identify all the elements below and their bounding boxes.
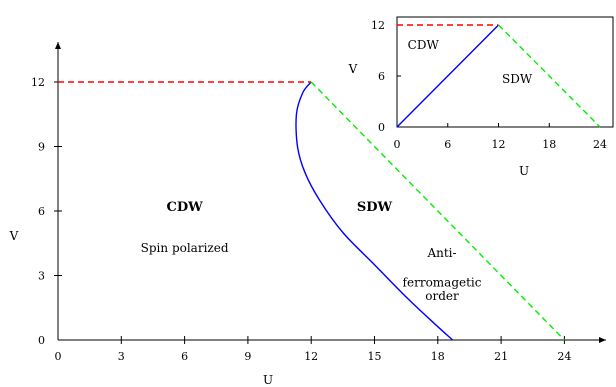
inset-plot: 0 6 12 18 24 0 6 12 U V CDW SDW (348, 16, 614, 178)
y-tick-label: 6 (38, 205, 45, 218)
inset-y-tick-label: 12 (371, 19, 385, 32)
x-axis-arrow (599, 337, 606, 343)
y-tick-label: 12 (31, 76, 45, 89)
main-annotation-2: SDW (357, 200, 393, 215)
main-annotation-4: ferromagetic (403, 275, 482, 289)
inset-x-tick-label: 0 (394, 138, 401, 151)
x-tick-label: 3 (118, 350, 125, 363)
inset-x-axis-label: U (519, 164, 529, 178)
inset-x-tick-label: 6 (444, 138, 451, 151)
inset-x-tick-label: 24 (593, 138, 607, 151)
x-tick-label: 24 (557, 350, 571, 363)
main-plot: 0 3 6 9 12 15 18 21 24 0 3 6 9 12 U V CDW Spin polarized S… (9, 42, 606, 387)
x-tick-label: 15 (368, 350, 382, 363)
inset-y-tick-label: 0 (378, 121, 385, 134)
x-axis-label: U (263, 373, 273, 387)
x-tick-label: 18 (431, 350, 445, 363)
inset-x-tick-label: 12 (492, 138, 506, 151)
main-annotation-5: order (425, 289, 459, 303)
inset-frame (396, 16, 614, 128)
y-tick-label: 9 (38, 141, 45, 154)
inset-y-tick-label: 6 (378, 70, 385, 83)
inset-x-tick-label: 18 (542, 138, 556, 151)
main-series-line-2 (310, 81, 565, 341)
y-axis-arrow (55, 42, 61, 49)
y-axis-label: V (9, 229, 19, 243)
x-tick-label: 0 (55, 350, 62, 363)
inset-series-line-2 (498, 24, 601, 128)
main-series-line-0 (295, 81, 454, 341)
main-annotation-0: CDW (166, 200, 203, 215)
main-annotation-1: Spin polarized (141, 241, 229, 255)
inset-y-axis-label: V (348, 62, 358, 76)
x-tick-label: 6 (181, 350, 188, 363)
main-annotation-3: Anti- (426, 246, 456, 260)
y-tick-label: 0 (38, 334, 45, 347)
inset-annotation-0: CDW (408, 38, 440, 52)
y-tick-label: 3 (38, 270, 45, 283)
inset-series-line-0 (396, 24, 500, 128)
x-tick-label: 21 (494, 350, 508, 363)
x-tick-label: 9 (244, 350, 251, 363)
x-tick-label: 12 (304, 350, 318, 363)
inset-annotation-1: SDW (502, 72, 533, 86)
